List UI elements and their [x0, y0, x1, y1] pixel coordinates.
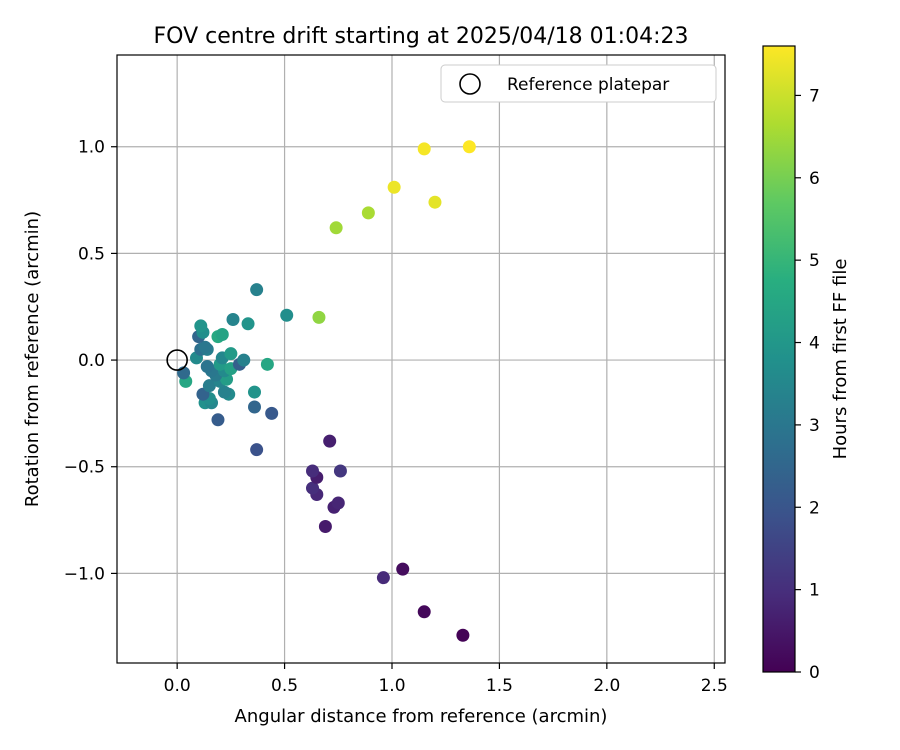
scatter-point — [198, 340, 212, 354]
scatter-point — [331, 496, 345, 510]
x-tick-label: 1.5 — [486, 676, 513, 696]
scatter-point — [417, 142, 431, 156]
scatter-point — [247, 400, 261, 414]
scatter-point — [333, 464, 347, 478]
scatter-points — [177, 140, 476, 642]
scatter-point — [194, 319, 208, 333]
scatter-point — [428, 195, 442, 209]
y-tick-label: 0.0 — [78, 351, 105, 371]
legend-reference-marker — [459, 73, 481, 95]
colorbar-ticks: 0 1 2 3 4 5 6 7 — [795, 86, 820, 683]
scatter-point — [376, 571, 390, 585]
plot-frame — [116, 54, 726, 664]
scatter-point — [237, 353, 251, 367]
scatter-point — [215, 327, 229, 341]
scatter-point — [250, 283, 264, 297]
scatter-point — [306, 464, 320, 478]
scatter-point — [260, 357, 274, 371]
chart-title: FOV centre drift starting at 2025/04/18 … — [154, 24, 689, 49]
x-tick-label: 1.0 — [378, 676, 405, 696]
scatter-point — [417, 605, 431, 619]
scatter-point — [202, 379, 216, 393]
scatter-point — [361, 206, 375, 220]
legend-box — [440, 64, 717, 103]
reference-platepar-marker — [166, 349, 188, 371]
scatter-point — [226, 313, 240, 327]
scatter-point — [456, 628, 470, 642]
grid-lines — [117, 55, 725, 663]
legend-label: Reference platepar — [507, 75, 669, 95]
scatter-point — [329, 221, 343, 235]
scatter-point — [318, 519, 332, 533]
y-tick-label: −1.0 — [64, 564, 105, 584]
colorbar-label: Hours from first FF file — [830, 259, 851, 460]
scatter-point — [280, 308, 294, 322]
x-axis-label: Angular distance from reference (arcmin) — [235, 706, 608, 727]
colorbar-tick-label: 4 — [809, 334, 820, 354]
x-tick-label: 0.0 — [164, 676, 191, 696]
y-tick-label: 0.5 — [78, 244, 105, 264]
colorbar-tick-label: 5 — [809, 251, 820, 271]
colorbar-tick-label: 1 — [809, 581, 820, 601]
colorbar-gradient — [762, 45, 796, 673]
y-tick-label: 1.0 — [78, 138, 105, 158]
colorbar-tick-label: 3 — [809, 416, 820, 436]
scatter-point — [306, 481, 320, 495]
x-tick-label: 2.5 — [701, 676, 728, 696]
x-tick-label: 2.0 — [593, 676, 620, 696]
scatter-point — [312, 310, 326, 324]
scatter-point — [217, 385, 231, 399]
scatter-point — [323, 434, 337, 448]
y-axis-ticks: −1.0 −0.5 0.0 0.5 1.0 — [64, 138, 117, 584]
y-tick-label: −0.5 — [64, 458, 105, 478]
x-axis-ticks: 0.0 0.5 1.0 1.5 2.0 2.5 — [164, 663, 728, 696]
legend: Reference platepar — [440, 64, 717, 103]
scatter-point — [211, 413, 225, 427]
colorbar-tick-label: 0 — [809, 663, 820, 683]
colorbar-tick-label: 6 — [809, 169, 820, 189]
x-tick-label: 0.5 — [271, 676, 298, 696]
colorbar-tick-label: 7 — [809, 86, 820, 106]
colorbar: 0 1 2 3 4 5 6 7 Hours from first FF file — [762, 45, 851, 683]
scatter-point — [265, 406, 279, 420]
colorbar-tick-label: 2 — [809, 498, 820, 518]
scatter-point — [387, 180, 401, 194]
scatter-point — [200, 359, 214, 373]
scatter-point — [241, 317, 255, 331]
scatter-point — [224, 347, 238, 361]
scatter-point — [462, 140, 476, 154]
scatter-point — [247, 385, 261, 399]
scatter-point — [250, 443, 264, 457]
y-axis-label: Rotation from reference (arcmin) — [22, 211, 43, 507]
scatter-point — [396, 562, 410, 576]
